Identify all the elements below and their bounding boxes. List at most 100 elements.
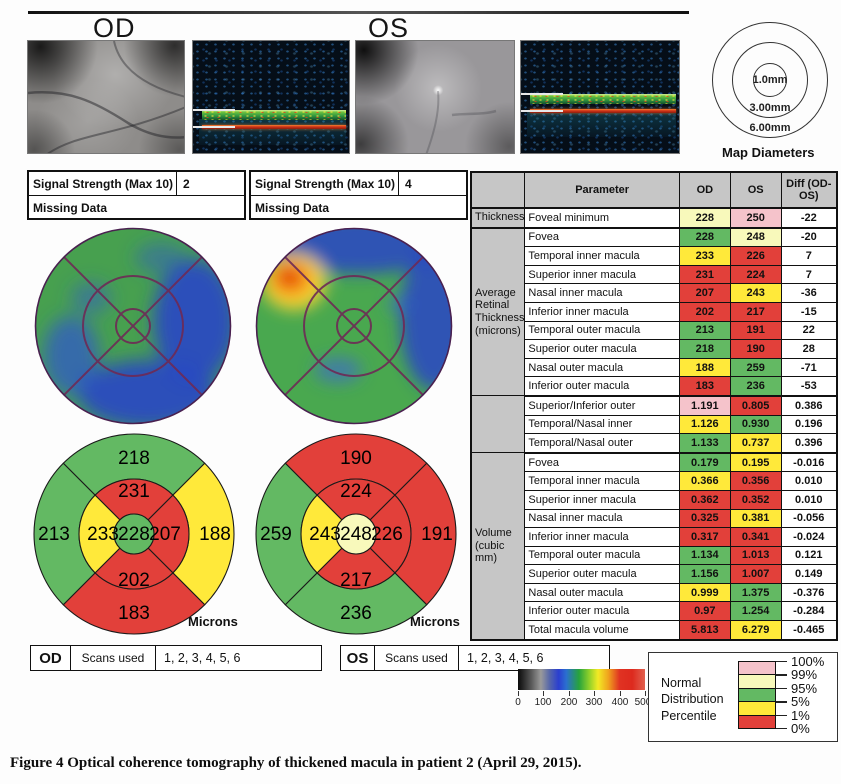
- table-row: Temporal/Nasal outer 1.133 0.737 0.396: [471, 433, 838, 454]
- diff-cell: -0.284: [780, 601, 838, 622]
- scale-tick: [645, 691, 646, 696]
- scale-label-200: 200: [560, 697, 578, 708]
- os-signal-label: Signal Strength (Max 10): [251, 172, 399, 195]
- param-cell: Temporal outer macula: [524, 545, 680, 566]
- legend-swatch-green: [738, 687, 776, 703]
- od-value-cell: 213: [678, 320, 731, 341]
- od-value-cell: 1.134: [678, 545, 731, 566]
- od-fundus-image: [27, 40, 185, 154]
- od-outer-superior-value: 218: [118, 448, 150, 469]
- os-bscan-marker-line-bottom: [521, 110, 563, 112]
- od-value-cell: 0.999: [678, 582, 731, 603]
- table-row: Inferior inner macula 0.317 0.341 -0.024: [471, 527, 838, 547]
- os-microns-label: Microns: [410, 614, 460, 629]
- od-eye-label: OD: [93, 13, 136, 43]
- od-value-cell: 0.97: [678, 601, 731, 622]
- map-label-3mm: 3.00mm: [749, 102, 791, 114]
- os-value-cell: 236: [729, 376, 782, 397]
- os-center-sector: [335, 513, 377, 555]
- param-cell: Temporal/Nasal inner: [524, 414, 680, 435]
- legend-swatch-pink: [738, 661, 776, 676]
- od-scans-box: OD Scans used 1, 2, 3, 4, 5, 6: [30, 645, 322, 671]
- od-fundus-vessels: [28, 41, 184, 153]
- legend-tick: [776, 687, 787, 690]
- table-row: Thickness Foveal minimum 228 250 -22: [470, 207, 838, 229]
- legend-swatch-paleyellow: [738, 674, 776, 689]
- od-value-cell: 233: [678, 246, 731, 266]
- param-cell: Nasal inner macula: [524, 283, 680, 303]
- od-outer-temporal-value: 213: [38, 524, 70, 545]
- os-value-cell: 1.375: [729, 582, 782, 603]
- od-value-cell: 183: [678, 376, 731, 397]
- od-etdrs-grid: 218 213 188 183 231 233 207 202 228: [33, 433, 235, 635]
- legend-tick: [776, 714, 787, 716]
- table-row: Inferior outer macula 183 236 -53: [471, 376, 838, 397]
- legend-tick: [776, 661, 787, 663]
- table-row: Superior/Inferior outer 1.191 0.805 0.38…: [470, 395, 838, 454]
- table-row: Temporal outer macula 1.134 1.013 0.121: [471, 545, 838, 566]
- os-missing-data: Missing Data: [255, 201, 330, 215]
- os-outer-nasal-value: 259: [260, 524, 292, 545]
- os-eye-label: OS: [368, 13, 410, 43]
- os-value-cell: 0.195: [729, 452, 782, 473]
- os-value-cell: 0.805: [729, 395, 782, 416]
- map-circle-6mm: [712, 22, 828, 138]
- legend-label-0: 0%: [791, 721, 810, 736]
- od-value-cell: 0.366: [678, 471, 731, 491]
- od-missing-data: Missing Data: [33, 201, 108, 215]
- table-row: Nasal inner macula 207 243 -36: [471, 283, 838, 303]
- param-cell: Nasal outer macula: [524, 357, 680, 378]
- os-value-cell: 250: [729, 207, 782, 229]
- section-ratios: [470, 395, 526, 454]
- section-avg-retinal-thickness: Average Retinal Thickness (microns): [470, 227, 526, 397]
- diff-cell: -71: [780, 357, 838, 378]
- table-row: Average Retinal Thickness (microns) Fove…: [470, 227, 838, 397]
- os-value-cell: 259: [729, 357, 782, 378]
- os-bscan-image: [520, 40, 680, 154]
- od-bscan-retina-band: [202, 110, 346, 120]
- map-circle-1mm: [753, 63, 787, 97]
- section-volume: Volume (cubic mm): [470, 452, 526, 641]
- table-header-row: Parameter OD OS Diff (OD-OS): [470, 171, 838, 209]
- od-value-cell: 228: [678, 227, 731, 248]
- param-cell: Superior inner macula: [524, 489, 680, 510]
- os-signal-box: Signal Strength (Max 10) 4 Missing Data: [249, 170, 468, 220]
- od-signal-label: Signal Strength (Max 10): [29, 172, 177, 195]
- legend-tick: [776, 728, 787, 730]
- diff-cell: 28: [780, 339, 838, 359]
- od-bscan-haze: [199, 119, 346, 145]
- parameter-table: Parameter OD OS Diff (OD-OS) Thickness F…: [470, 171, 838, 641]
- scale-tick: [594, 691, 595, 696]
- os-inner-nasal-value: 243: [309, 524, 341, 545]
- diff-cell: 7: [780, 246, 838, 266]
- od-inner-temporal-value: 233: [87, 524, 119, 545]
- od-inner-inferior-value: 202: [118, 570, 150, 591]
- os-value-cell: 1.007: [729, 564, 782, 584]
- diff-cell: 0.121: [780, 545, 838, 566]
- os-scans-eye-label: OS: [341, 646, 375, 670]
- os-outer-superior-value: 190: [340, 448, 372, 469]
- table-row: Superior outer macula 218 190 28: [471, 339, 838, 359]
- percentile-legend: Normal Distribution Percentile 100% 99% …: [648, 652, 838, 742]
- param-cell: Temporal inner macula: [524, 471, 680, 491]
- os-fundus-image: [355, 40, 515, 154]
- table-row: Nasal inner macula 0.325 0.381 -0.056: [471, 508, 838, 529]
- diff-cell: -0.376: [780, 582, 838, 603]
- scale-tick: [543, 691, 544, 696]
- diff-cell: -0.016: [780, 452, 838, 473]
- scale-label-300: 300: [585, 697, 603, 708]
- diff-cell: -20: [780, 227, 838, 248]
- os-value-cell: 248: [729, 227, 782, 248]
- param-cell: Inferior inner macula: [524, 301, 680, 322]
- os-bscan-retina-band: [530, 94, 676, 104]
- od-value-cell: 0.325: [678, 508, 731, 529]
- os-value-cell: 226: [729, 246, 782, 266]
- os-value-cell: 6.279: [729, 620, 782, 641]
- param-cell: Temporal inner macula: [524, 246, 680, 266]
- os-inner-temporal-value: 226: [371, 524, 403, 545]
- od-value-cell: 1.133: [678, 433, 731, 454]
- os-value-cell: 0.381: [729, 508, 782, 529]
- scale-tick: [620, 691, 621, 696]
- table-row: Nasal outer macula 0.999 1.375 -0.376: [471, 582, 838, 603]
- os-thickness-map: [255, 227, 453, 425]
